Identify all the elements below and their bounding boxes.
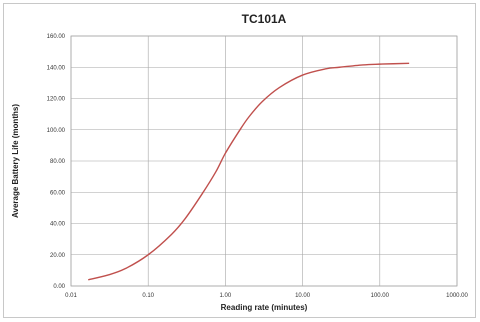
y-tick-label: 160.00 — [47, 34, 66, 40]
x-tick-label: 0.10 — [142, 293, 154, 299]
y-tick-label: 60.00 — [50, 190, 66, 196]
chart-area: 0.00 20.00 40.00 60.00 80.00 100.00 120.00 140.… — [3, 3, 476, 318]
x-tick-label: 0.01 — [65, 293, 77, 299]
y-tick-label: 120.00 — [47, 97, 66, 103]
x-tick-label: 10.00 — [295, 293, 311, 299]
y-tick-label: 20.00 — [50, 253, 66, 259]
y-tick-label: 40.00 — [50, 222, 66, 228]
x-tick-label: 100.00 — [371, 293, 390, 299]
y-axis-title: Average Battery Life (months) — [11, 104, 20, 218]
grid-lines — [70, 35, 458, 287]
series-layer — [88, 62, 410, 281]
y-tick-label: 80.00 — [50, 159, 66, 165]
series-line — [88, 62, 410, 281]
chart-svg: 0.00 20.00 40.00 60.00 80.00 100.00 120.00 140.… — [11, 12, 469, 312]
y-tick-label: 140.00 — [47, 65, 66, 71]
x-axis-title: Reading rate (minutes) — [221, 303, 308, 312]
chart-title: TC101A — [242, 12, 287, 26]
y-tick-label: 0.00 — [53, 284, 65, 290]
tick-labels: 0.00 20.00 40.00 60.00 80.00 100.00 120.00 140.… — [47, 34, 469, 299]
y-tick-label: 100.00 — [47, 128, 66, 134]
x-tick-label: 1.00 — [220, 293, 232, 299]
x-tick-label: 1000.00 — [446, 293, 468, 299]
